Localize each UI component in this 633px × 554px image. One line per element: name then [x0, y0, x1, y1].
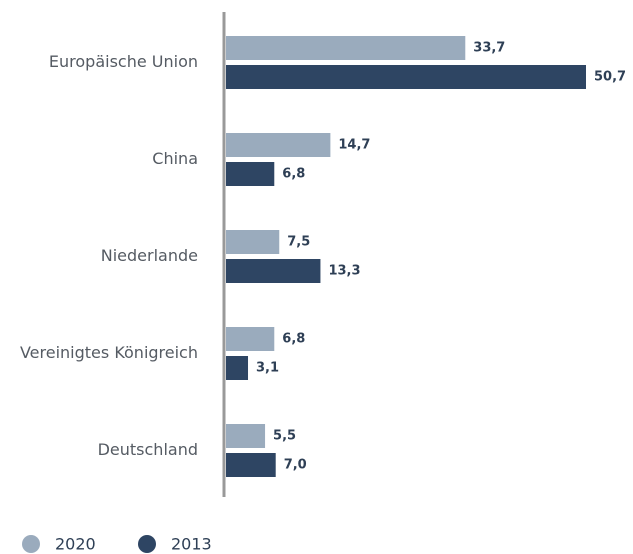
bar: [226, 424, 266, 448]
data-label: 33,7: [473, 41, 505, 56]
legend-label: 2020: [55, 535, 96, 554]
data-label: 6,8: [282, 332, 305, 347]
data-label: 6,8: [282, 167, 305, 182]
legend-marker: [138, 535, 156, 553]
data-label: 14,7: [338, 138, 370, 153]
bar: [226, 327, 275, 351]
legend-marker: [22, 535, 40, 553]
bar: [226, 356, 249, 380]
category-label: Deutschland: [98, 440, 198, 459]
bar: [226, 65, 586, 89]
bar: [226, 259, 321, 283]
bar: [226, 230, 280, 254]
category-label: Vereinigtes Königreich: [20, 343, 198, 362]
bar: [226, 36, 466, 60]
bar: [226, 133, 331, 157]
data-label: 5,5: [273, 429, 296, 444]
data-label: 13,3: [328, 264, 360, 279]
data-label: 50,7: [594, 70, 626, 85]
data-label: 3,1: [256, 361, 279, 376]
category-label: Europäische Union: [49, 52, 198, 71]
data-label: 7,0: [284, 458, 307, 473]
bar: [226, 453, 276, 477]
category-label: Niederlande: [101, 246, 198, 265]
data-label: 7,5: [287, 235, 310, 250]
legend-label: 2013: [171, 535, 212, 554]
bar: [226, 162, 275, 186]
category-label: China: [152, 149, 198, 168]
